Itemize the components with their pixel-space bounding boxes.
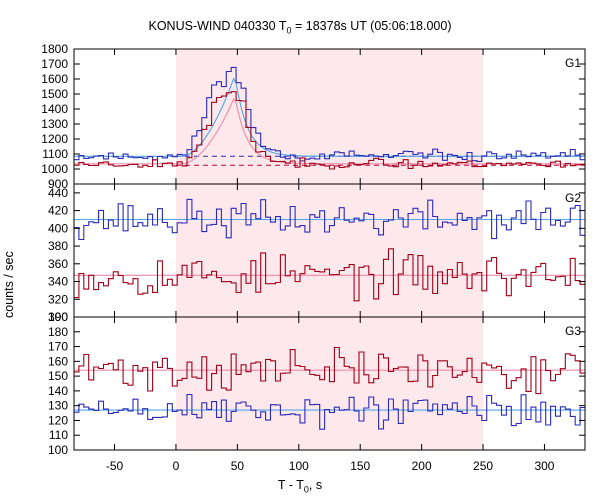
y-tick-label: 1300	[41, 117, 68, 131]
chart-title: KONUS-WIND 040330 T0 = 18378s UT (05:06:…	[148, 19, 452, 36]
panel-frame	[73, 316, 586, 451]
x-tick-label: -50	[106, 459, 124, 473]
x-tick-label: 250	[473, 459, 493, 473]
x-tick-label: 50	[231, 459, 245, 473]
y-tick-label: 100	[48, 443, 68, 457]
x-tick-label: 100	[289, 459, 309, 473]
y-tick-label: 1700	[41, 57, 68, 71]
x-tick-label: 0	[173, 459, 180, 473]
y-tick-label: 1600	[41, 72, 68, 86]
y-tick-label: 110	[49, 428, 68, 442]
x-tick-label: 200	[412, 459, 432, 473]
series-line	[74, 248, 585, 302]
series-line	[74, 393, 585, 430]
x-tick-label: 150	[350, 459, 370, 473]
panel-label: G3	[565, 324, 581, 338]
shaded-interval	[175, 317, 484, 450]
y-tick-label: 440	[48, 186, 68, 200]
y-tick-label: 360	[48, 257, 68, 271]
y-tick-label: 1000	[41, 162, 68, 176]
y-tick-label: 180	[48, 325, 68, 339]
series-line	[74, 91, 585, 170]
y-tick-label: 1800	[41, 42, 68, 56]
y-tick-label: 150	[48, 369, 68, 383]
y-tick-label: 1400	[41, 102, 68, 116]
panel-label: G1	[565, 56, 581, 70]
x-tick-label: 300	[534, 459, 554, 473]
y-tick-label: 160	[48, 354, 68, 368]
y-tick-label: 900	[48, 177, 68, 191]
y-axis-label: counts / sec	[2, 251, 16, 318]
y-tick-label: 320	[48, 292, 68, 306]
panel-label: G2	[565, 191, 581, 205]
y-tick-label: 170	[48, 340, 68, 354]
y-tick-label: 300	[48, 310, 68, 324]
series-line	[74, 66, 585, 162]
y-tick-label: 400	[48, 221, 68, 235]
y-tick-label: 1200	[41, 132, 68, 146]
series-line	[74, 198, 585, 241]
y-tick-label: 140	[48, 384, 68, 398]
y-tick-label: 340	[48, 275, 68, 289]
y-tick-label: 120	[48, 413, 68, 427]
shaded-interval	[175, 184, 484, 317]
series-line	[74, 346, 585, 395]
y-tick-label: 420	[48, 204, 68, 218]
y-tick-label: 130	[48, 399, 68, 413]
x-axis-label: T - T0, s	[277, 478, 323, 495]
y-tick-label: 190	[48, 310, 68, 324]
y-tick-label: 380	[48, 239, 68, 253]
y-tick-label: 1100	[42, 147, 68, 161]
y-tick-label: 1500	[41, 87, 68, 101]
